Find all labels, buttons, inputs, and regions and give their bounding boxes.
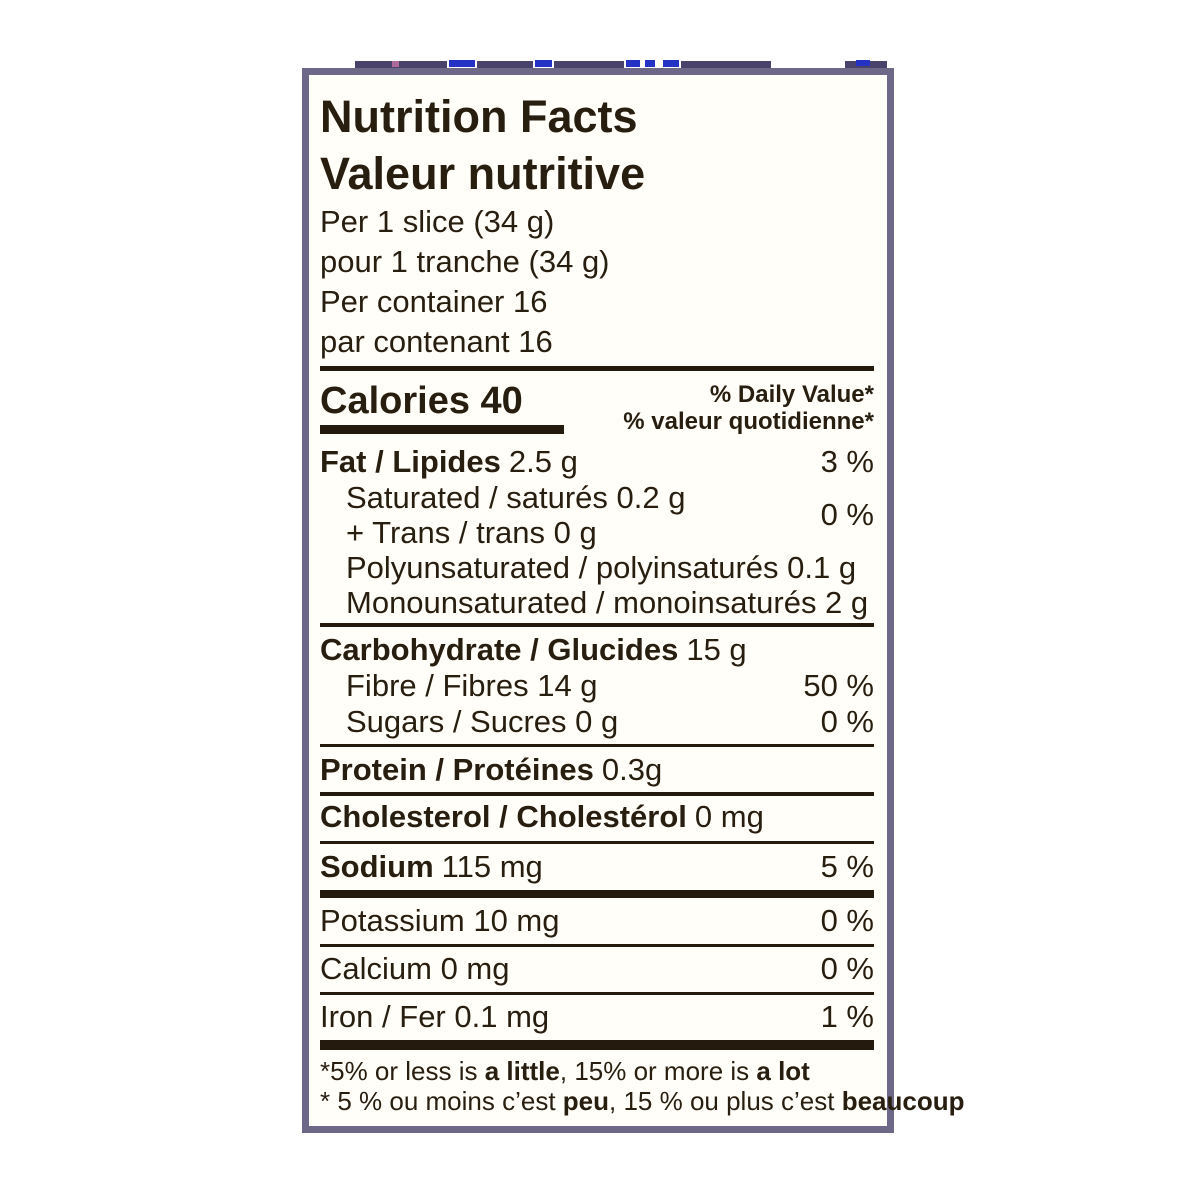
serving-size-french: pour 1 tranche (34 g): [320, 244, 610, 279]
cholesterol-label: Cholesterol / Cholestérol 0 mg: [320, 798, 764, 836]
nutrition-facts-label: Nutrition Facts Valeur nutritive Per 1 s…: [302, 68, 965, 1133]
nutrient-row-iron: Iron / Fer 0.1 mg 1 %: [320, 998, 874, 1036]
separator-rule: [320, 744, 874, 747]
top-edge-artifact: [645, 60, 655, 67]
protein-amount: 0.3g: [601, 752, 663, 787]
sugars-daily-value: 0 %: [820, 704, 874, 739]
top-edge-artifact: [392, 61, 399, 67]
trans-fat-text: + Trans / trans 0 g: [346, 515, 597, 550]
nutrient-row-monounsaturated: Monounsaturated / monoinsaturés 2 g: [320, 585, 874, 620]
fat-label: Fat / Lipides 2.5 g: [320, 443, 578, 480]
separator-rule: [320, 841, 874, 844]
separator-rule-thick: [320, 1040, 874, 1050]
top-edge-artifact: [477, 61, 533, 68]
separator-rule: [320, 992, 874, 995]
carbohydrate-label: Carbohydrate / Glucides 15 g: [320, 631, 747, 668]
separator-rule: [320, 792, 874, 796]
top-edge-artifact: [856, 60, 870, 66]
nutrient-row-fat: Fat / Lipides 2.5 g 3 %: [320, 443, 874, 480]
protein-name: Protein / Protéines: [320, 752, 594, 787]
carbohydrate-name: Carbohydrate / Glucides: [320, 632, 679, 667]
top-edge-artifact: [681, 61, 771, 68]
calories-section: Calories 40 % Daily Value* % valeur quot…: [320, 379, 874, 435]
nutrient-row-sodium: Sodium 115 mg 5 %: [320, 848, 874, 886]
daily-value-header: % Daily Value* % valeur quotidienne*: [623, 381, 874, 435]
calcium-daily-value: 0 %: [820, 951, 874, 986]
footnote-fr-text: * 5 % ou moins c’est: [320, 1086, 563, 1116]
separator-rule: [320, 623, 874, 627]
separator-rule: [320, 366, 874, 371]
serving-size-english: Per 1 slice (34 g): [320, 204, 555, 239]
nutrient-row-carbohydrate: Carbohydrate / Glucides 15 g: [320, 631, 874, 668]
daily-value-header-french: % valeur quotidienne*: [623, 408, 874, 435]
carbohydrate-amount: 15 g: [686, 632, 747, 667]
footnote-en-a-lot: a lot: [756, 1056, 810, 1086]
footnote-fr-beaucoup: beaucoup: [841, 1086, 965, 1116]
iron-text: Iron / Fer 0.1 mg: [320, 999, 550, 1034]
nutrient-row-fibre: Fibre / Fibres 14 g 50 %: [320, 668, 874, 704]
protein-label: Protein / Protéines 0.3g: [320, 751, 662, 789]
fat-daily-value: 3 %: [820, 444, 874, 479]
nutrient-row-protein: Protein / Protéines 0.3g: [320, 751, 874, 789]
fat-amount: 2.5 g: [508, 444, 578, 479]
nutrient-row-potassium: Potassium 10 mg 0 %: [320, 902, 874, 940]
saturated-trans-lines: Saturated / saturés 0.2 g + Trans / tran…: [320, 480, 686, 550]
nutrient-row-cholesterol: Cholesterol / Cholestérol 0 mg: [320, 798, 874, 836]
calories-underline-bar: [320, 425, 564, 434]
footnote-en-text: *5% or less is: [320, 1056, 485, 1086]
sodium-label: Sodium 115 mg: [320, 848, 543, 886]
calories-value: Calories 40: [320, 380, 523, 422]
servings-per-container-english: Per container 16: [320, 284, 548, 319]
nutrient-row-polyunsaturated: Polyunsaturated / polyinsaturés 0.1 g: [320, 550, 874, 585]
title-french: Valeur nutritive: [320, 148, 646, 199]
footnote-en-text: , 15% or more is: [559, 1056, 757, 1086]
nutrient-row-calcium: Calcium 0 mg 0 %: [320, 950, 874, 988]
top-edge-artifact: [449, 60, 475, 67]
polyunsaturated-text: Polyunsaturated / polyinsaturés 0.1 g: [346, 550, 857, 585]
sodium-amount: 115 mg: [441, 849, 543, 884]
footnote-fr-peu: peu: [562, 1086, 610, 1116]
top-edge-artifact: [355, 61, 447, 68]
top-edge-artifact: [535, 60, 552, 67]
iron-daily-value: 1 %: [820, 999, 874, 1034]
footnote-fr-text: , 15 % ou plus c’est: [609, 1086, 842, 1116]
top-edge-artifact: [554, 61, 624, 68]
top-edge-artifact: [626, 60, 640, 67]
calcium-text: Calcium 0 mg: [320, 951, 510, 986]
sodium-daily-value: 5 %: [820, 849, 874, 884]
potassium-daily-value: 0 %: [820, 903, 874, 938]
saturated-fat-text: Saturated / saturés 0.2 g: [346, 480, 686, 515]
top-edge-artifact: [663, 60, 679, 67]
separator-rule: [320, 944, 874, 947]
potassium-text: Potassium 10 mg: [320, 903, 560, 938]
cholesterol-amount: 0 mg: [694, 799, 764, 834]
calories-group: Calories 40: [320, 379, 564, 435]
monounsaturated-text: Monounsaturated / monoinsaturés 2 g: [346, 585, 869, 620]
sodium-name: Sodium: [320, 849, 434, 884]
nutrient-row-sugars: Sugars / Sucres 0 g 0 %: [320, 704, 874, 740]
title-english: Nutrition Facts: [320, 91, 638, 142]
fibre-text: Fibre / Fibres 14 g: [346, 668, 598, 703]
footnote-en-a-little: a little: [484, 1056, 560, 1086]
fibre-daily-value: 50 %: [803, 668, 874, 703]
nutrient-row-saturated-trans: Saturated / saturés 0.2 g + Trans / tran…: [320, 480, 874, 550]
daily-value-header-english: % Daily Value*: [709, 381, 874, 408]
footnote-english: *5% or less is a little, 15% or more is …: [320, 1056, 874, 1086]
servings-per-container-french: par contenant 16: [320, 324, 553, 359]
cholesterol-name: Cholesterol / Cholestérol: [320, 799, 687, 834]
footnote-french: * 5 % ou moins c’est peu, 15 % ou plus c…: [320, 1086, 965, 1116]
sugars-text: Sugars / Sucres 0 g: [346, 704, 619, 739]
fat-name: Fat / Lipides: [320, 444, 501, 479]
separator-rule-thick: [320, 890, 874, 898]
saturated-trans-daily-value: 0 %: [820, 497, 874, 532]
